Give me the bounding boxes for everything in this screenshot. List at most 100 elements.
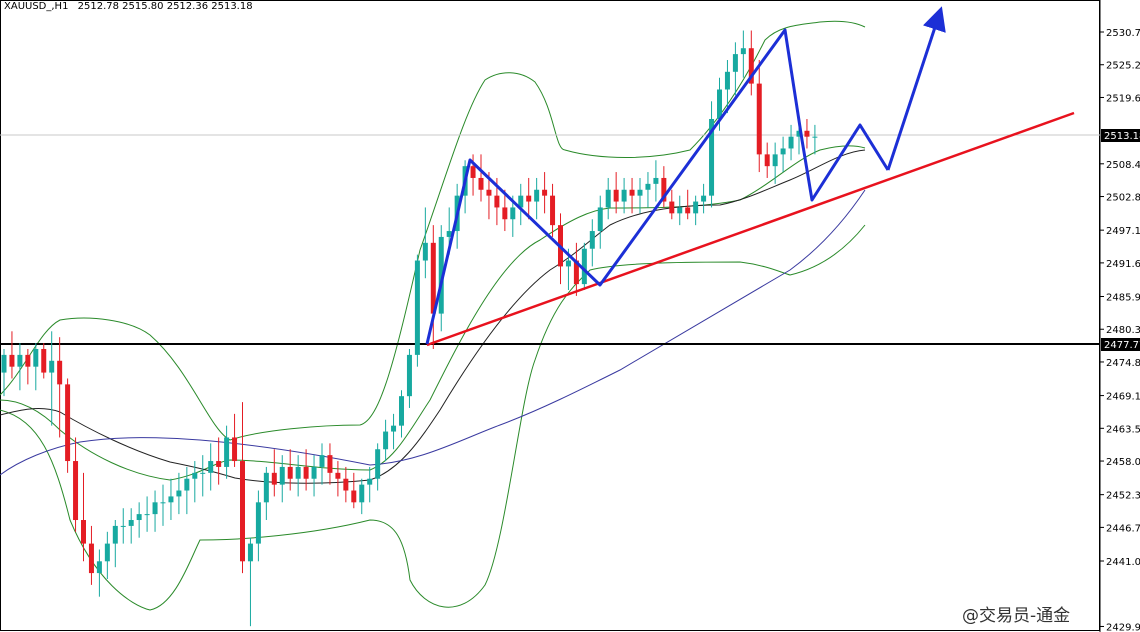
candle-body xyxy=(661,177,667,202)
candle-body xyxy=(104,543,110,562)
candle-body xyxy=(780,148,786,155)
candle-body xyxy=(152,502,158,515)
candle-body xyxy=(534,189,540,202)
candle-body xyxy=(478,177,484,190)
price-tick-label: 2502.85 xyxy=(1106,193,1140,204)
ma-fast-line xyxy=(0,149,866,484)
candle-body xyxy=(637,189,643,196)
level-price-tag: 2477.77 xyxy=(1104,340,1140,351)
candle-body xyxy=(605,189,611,208)
candle-body xyxy=(383,431,389,450)
price-tick-label: 2452.30 xyxy=(1106,491,1140,502)
candle-body xyxy=(65,384,71,462)
candle-body xyxy=(573,260,579,285)
candle-body xyxy=(804,130,810,137)
candle-body xyxy=(597,207,603,232)
candle-body xyxy=(788,136,794,149)
candle-body xyxy=(669,201,675,214)
price-tick-label: 2485.90 xyxy=(1106,293,1140,304)
candle-body xyxy=(343,478,349,491)
candle-body xyxy=(287,466,293,479)
price-tick-label: 2474.80 xyxy=(1106,358,1140,369)
candle-body xyxy=(399,396,404,426)
candle-body xyxy=(693,201,699,214)
candle-body xyxy=(279,466,285,485)
price-axis: 2530.75 2525.20 2519.65 2508.40 2502.85 2497.… xyxy=(1100,28,1140,632)
candle-body xyxy=(367,478,373,485)
candle-body xyxy=(1,354,7,373)
candle-body xyxy=(73,461,79,521)
candle-body xyxy=(81,520,86,544)
price-tick-label: 2530.75 xyxy=(1106,28,1140,39)
candle-body xyxy=(486,189,492,196)
candle-body xyxy=(764,154,770,167)
price-tick-label: 2429.95 xyxy=(1106,622,1140,632)
indicators xyxy=(0,20,866,611)
candle-body xyxy=(748,48,754,84)
candle-body xyxy=(319,455,325,467)
candle-body xyxy=(295,466,301,479)
price-tick-label: 2480.35 xyxy=(1106,325,1140,336)
candle-body xyxy=(701,195,707,202)
candle-body xyxy=(120,525,126,527)
candle-body xyxy=(176,490,182,497)
candle-body xyxy=(136,514,142,521)
candle-body xyxy=(9,354,15,367)
price-tick-label: 2508.40 xyxy=(1106,160,1140,171)
candle-body xyxy=(581,248,587,285)
chart-title: XAUUSD_,H1 2512.78 2515.80 2512.36 2513.… xyxy=(4,1,253,12)
candle-body xyxy=(406,354,412,397)
candle-body xyxy=(271,472,277,485)
candle-body xyxy=(96,561,102,574)
price-tick-label: 2463.55 xyxy=(1106,424,1140,435)
candle-body xyxy=(677,207,683,214)
candle-body xyxy=(375,449,381,479)
candle-body xyxy=(216,461,222,467)
candle-body xyxy=(311,466,317,479)
candle-body xyxy=(589,231,595,249)
candle-body xyxy=(653,177,659,184)
candle-body xyxy=(25,354,31,367)
candle-body xyxy=(240,461,245,562)
current-price-tag-bg xyxy=(1101,129,1140,142)
candle-body xyxy=(414,260,420,355)
candle-body xyxy=(168,496,174,503)
price-tick-label: 2497.15 xyxy=(1106,226,1140,237)
candle-body xyxy=(772,154,778,167)
candle-body xyxy=(160,502,166,504)
candle-body xyxy=(613,189,619,202)
candle-body xyxy=(446,231,452,237)
candles xyxy=(1,30,818,627)
candle-body xyxy=(232,437,238,462)
price-tick-label: 2458.00 xyxy=(1106,457,1140,468)
candle-body xyxy=(796,130,802,137)
candle-body xyxy=(494,195,500,208)
candle-body xyxy=(41,348,47,373)
candle-body xyxy=(629,189,635,196)
candle-body xyxy=(144,514,150,516)
current-price-tag: 2513.18 xyxy=(1104,131,1140,142)
ma-slow-line xyxy=(0,189,866,476)
candle-body xyxy=(33,348,39,367)
candle-body xyxy=(224,437,230,467)
candle-body xyxy=(518,195,524,208)
price-tick-label: 2469.10 xyxy=(1106,392,1140,403)
candle-body xyxy=(391,425,397,432)
candle-body xyxy=(645,183,651,190)
candle-body xyxy=(542,189,548,196)
candle-body xyxy=(526,195,532,202)
candle-body xyxy=(184,478,190,491)
candle-body xyxy=(88,543,94,574)
chart-ohlc: 2512.78 2515.80 2512.36 2513.18 xyxy=(78,1,253,12)
candle-body xyxy=(502,207,508,220)
candle-body xyxy=(740,48,746,55)
candle-body xyxy=(565,260,571,267)
candle-body xyxy=(112,525,118,544)
candle-body xyxy=(303,466,309,479)
candle-body xyxy=(359,484,365,503)
candle-body xyxy=(208,461,214,473)
price-tick-label: 2519.65 xyxy=(1106,93,1140,104)
candle-body xyxy=(756,83,762,155)
watermark: @交易员-通金 xyxy=(962,606,1070,626)
